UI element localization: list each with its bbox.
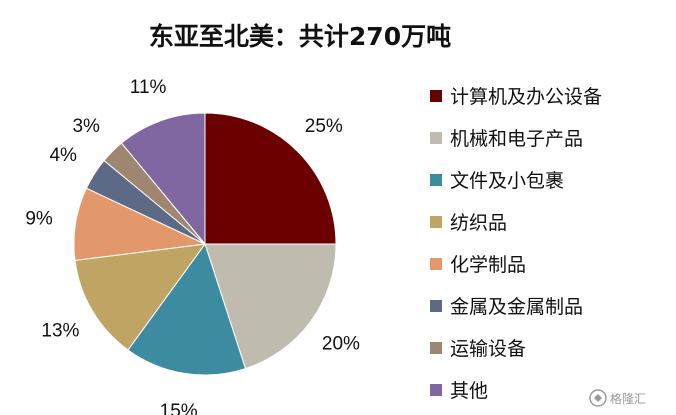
legend-swatch <box>430 216 442 228</box>
legend-label: 纺织品 <box>450 212 507 234</box>
legend-swatch <box>430 342 442 354</box>
legend-swatch <box>430 384 442 396</box>
legend: 计算机及办公设备机械和电子产品文件及小包裹纺织品化学制品金属及金属制品运输设备其… <box>430 86 602 402</box>
legend-label: 计算机及办公设备 <box>450 86 602 108</box>
pie-value-label: 25% <box>305 116 343 137</box>
pie-slice <box>204 243 337 370</box>
pie-slice <box>127 242 247 376</box>
watermark: 格隆汇 <box>589 389 646 407</box>
legend-label: 化学制品 <box>450 254 526 276</box>
pie-value-label: 9% <box>25 209 53 230</box>
pie-slice <box>74 243 207 351</box>
legend-item: 计算机及办公设备 <box>430 86 602 108</box>
legend-item: 文件及小包裹 <box>430 170 564 192</box>
pie-slice <box>204 112 337 245</box>
pie-value-label: 11% <box>130 77 167 98</box>
pie-value-label: 15% <box>160 401 198 415</box>
legend-label: 其他 <box>450 380 488 402</box>
legend-item: 运输设备 <box>430 338 526 360</box>
legend-swatch <box>430 174 442 186</box>
pie-value-label: 13% <box>41 321 79 342</box>
watermark-logo-icon <box>589 389 607 407</box>
pie-value-labels: 25% 20% 15% 13% 9% 4% 3% 11% <box>25 77 360 415</box>
pie-slice <box>120 112 206 246</box>
legend-item: 金属及金属制品 <box>430 296 583 318</box>
legend-label: 文件及小包裹 <box>450 170 564 192</box>
pie-value-label: 3% <box>72 116 100 137</box>
legend-item: 机械和电子产品 <box>430 128 583 150</box>
legend-swatch <box>430 300 442 312</box>
chart-title: 东亚至北美：共计270万吨 <box>149 22 451 51</box>
legend-swatch <box>430 258 442 270</box>
legend-item: 化学制品 <box>430 254 526 276</box>
legend-label: 金属及金属制品 <box>450 296 583 318</box>
legend-item: 其他 <box>430 380 488 402</box>
legend-label: 机械和电子产品 <box>450 128 583 150</box>
legend-item: 纺织品 <box>430 212 507 234</box>
pie-slices <box>73 112 337 376</box>
legend-swatch <box>430 90 442 102</box>
legend-swatch <box>430 132 442 144</box>
pie-value-label: 4% <box>49 145 77 166</box>
pie-value-label: 20% <box>322 334 360 355</box>
legend-label: 运输设备 <box>450 338 526 360</box>
watermark-text: 格隆汇 <box>610 391 646 406</box>
